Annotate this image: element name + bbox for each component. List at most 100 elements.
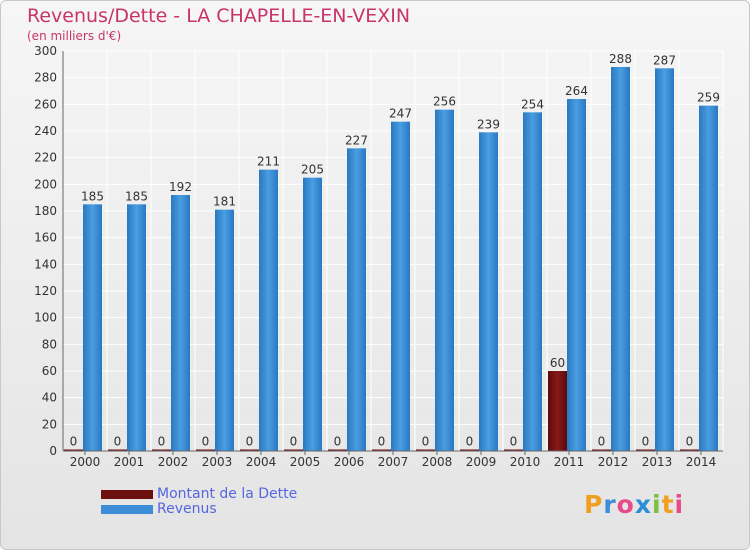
label-revenus-2009: 239 <box>477 117 500 131</box>
label-dette-2009: 0 <box>466 435 474 449</box>
label-dette-2011: 60 <box>550 356 565 370</box>
label-revenus-2002: 192 <box>169 180 192 194</box>
x-tick-label: 2000 <box>70 455 101 469</box>
bar-dette-2011 <box>548 371 567 451</box>
label-revenus-2005: 205 <box>301 163 324 177</box>
y-tick-label: 0 <box>49 444 57 458</box>
label-revenus-2003: 181 <box>213 195 236 209</box>
y-tick-label: 300 <box>34 44 57 58</box>
bar-revenus-2005 <box>303 177 322 451</box>
bar-revenus-2013 <box>655 68 674 451</box>
chart-title: Revenus/Dette - LA CHAPELLE-EN-VEXIN <box>27 5 411 27</box>
y-tick-label: 180 <box>34 204 57 218</box>
bar-revenus-2000 <box>83 204 102 451</box>
bar-dette-2007 <box>372 449 391 451</box>
x-tick-label: 2005 <box>290 455 321 469</box>
bar-dette-2008 <box>416 449 435 451</box>
y-tick-label: 160 <box>34 231 57 245</box>
bar-chart: 0 185 0 185 0 192 0 181 0 211 0 205 0 227 0 247 0 256 0 239… <box>34 44 724 469</box>
y-tick-label: 100 <box>34 311 57 325</box>
bar-dette-2014 <box>680 449 699 451</box>
x-tick-label: 2002 <box>158 455 189 469</box>
x-tick-label: 2007 <box>378 455 409 469</box>
proxiti-logo: Proxiti <box>584 490 684 519</box>
data-labels: 0 185 0 185 0 192 0 181 0 211 0 205 0 227 0 247 0 256 0 239… <box>70 52 720 449</box>
x-tick-label: 2003 <box>202 455 233 469</box>
label-revenus-2010: 254 <box>521 97 544 111</box>
bar-revenus-2012 <box>611 67 630 451</box>
bar-revenus-2003 <box>215 209 234 451</box>
y-tick-label: 260 <box>34 97 57 111</box>
bar-revenus-2009 <box>479 132 498 452</box>
logo-letter: P <box>584 490 604 519</box>
label-dette-2006: 0 <box>334 435 342 449</box>
bar-revenus-2002 <box>171 195 190 451</box>
bar-revenus-2004 <box>259 169 278 451</box>
bar-dette-2010 <box>504 449 523 451</box>
y-tick-label: 240 <box>34 124 57 138</box>
x-tick-label: 2001 <box>114 455 145 469</box>
x-tick-label: 2010 <box>510 455 541 469</box>
y-tick-label: 140 <box>34 257 57 271</box>
label-dette-2013: 0 <box>642 435 650 449</box>
x-tick-label: 2014 <box>686 455 717 469</box>
bar-revenus-2006 <box>347 148 366 452</box>
y-tick-label: 40 <box>42 391 57 405</box>
bar-dette-2005 <box>284 449 303 451</box>
y-tick-label: 200 <box>34 177 57 191</box>
label-revenus-2013: 287 <box>653 53 676 67</box>
label-revenus-2011: 264 <box>565 84 588 98</box>
label-dette-2002: 0 <box>158 435 166 449</box>
logo-letter: i <box>652 490 662 519</box>
bar-dette-2002 <box>152 449 171 451</box>
label-dette-2005: 0 <box>290 435 298 449</box>
label-revenus-2007: 247 <box>389 107 412 121</box>
x-tick-label: 2013 <box>642 455 673 469</box>
bar-dette-2001 <box>108 449 127 451</box>
label-dette-2004: 0 <box>246 435 254 449</box>
logo-letter: t <box>661 490 675 519</box>
y-tick-label: 80 <box>42 337 57 351</box>
bar-dette-2000 <box>64 449 83 451</box>
legend-label-dette: Montant de la Dette <box>157 486 298 502</box>
bar-revenus-2010 <box>523 112 542 451</box>
label-revenus-2006: 227 <box>345 133 368 147</box>
bars <box>64 67 718 452</box>
bar-revenus-2008 <box>435 109 454 452</box>
x-tick-label: 2009 <box>466 455 497 469</box>
y-tick-label: 60 <box>42 364 57 378</box>
label-dette-2007: 0 <box>378 435 386 449</box>
chart-subtitle: (en milliers d'€) <box>27 29 122 43</box>
x-tick-label: 2008 <box>422 455 453 469</box>
label-dette-2014: 0 <box>686 435 694 449</box>
x-tick-label: 2004 <box>246 455 277 469</box>
label-revenus-2012: 288 <box>609 52 632 66</box>
legend-label-revenus: Revenus <box>157 501 217 517</box>
label-revenus-2014: 259 <box>697 91 720 105</box>
bar-revenus-2007 <box>391 121 410 452</box>
label-dette-2001: 0 <box>114 435 122 449</box>
logo-letter: o <box>616 490 635 519</box>
x-tick-label: 2012 <box>598 455 629 469</box>
bar-dette-2009 <box>460 449 479 451</box>
label-revenus-2001: 185 <box>125 189 148 203</box>
legend-swatch-revenus <box>101 505 153 514</box>
label-revenus-2000: 185 <box>81 189 104 203</box>
x-tick-label: 2011 <box>554 455 585 469</box>
bar-revenus-2011 <box>567 99 586 451</box>
bar-revenus-2001 <box>127 204 146 451</box>
bar-dette-2013 <box>636 449 655 451</box>
legend-swatch-dette <box>101 490 153 499</box>
logo-letter: i <box>674 490 685 519</box>
label-dette-2003: 0 <box>202 435 210 449</box>
bar-dette-2012 <box>592 449 611 451</box>
y-tick-label: 20 <box>42 417 57 431</box>
bar-dette-2006 <box>328 449 347 451</box>
y-tick-label: 120 <box>34 284 57 298</box>
label-dette-2008: 0 <box>422 435 430 449</box>
bar-revenus-2014 <box>699 105 718 452</box>
x-tick-label: 2006 <box>334 455 365 469</box>
label-revenus-2004: 211 <box>257 155 280 169</box>
label-dette-2000: 0 <box>70 435 78 449</box>
